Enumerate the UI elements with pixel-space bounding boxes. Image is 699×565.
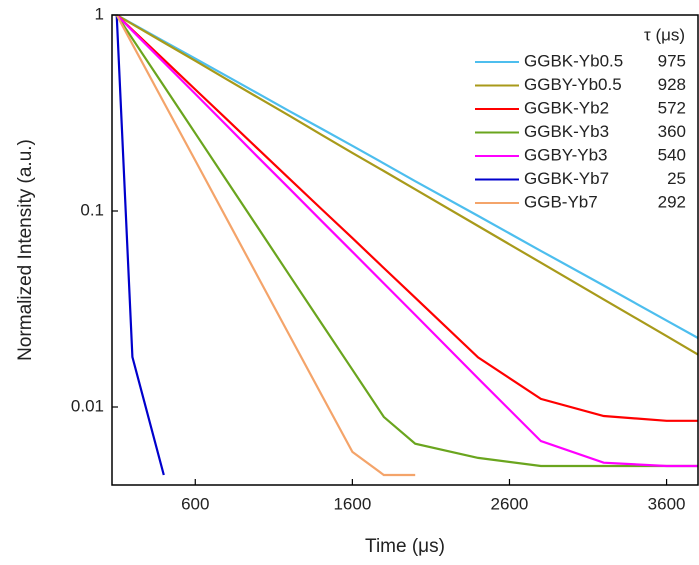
legend-label: GGBK-Yb0.5	[524, 51, 623, 70]
series-line	[116, 15, 699, 339]
legend-label: GGB-Yb7	[524, 192, 598, 211]
series-line	[115, 15, 416, 477]
plot-frame	[111, 14, 699, 486]
x-tick-label: 1600	[333, 494, 371, 513]
legend-label: GGBK-Yb7	[524, 169, 609, 188]
y-tick-label: 1	[95, 4, 104, 23]
legend-label: GGBK-Yb2	[524, 98, 609, 117]
legend-tau: 540	[658, 145, 686, 164]
plot-area	[115, 15, 699, 477]
y-tick-label: 0.1	[80, 200, 104, 219]
x-tick-label: 600	[181, 494, 209, 513]
series-line	[116, 15, 699, 356]
series-line	[115, 15, 698, 422]
legend-tau: 928	[658, 75, 686, 94]
legend-header: τ (μs)	[644, 25, 685, 44]
x-tick-label: 3600	[648, 494, 686, 513]
x-tick-label: 2600	[491, 494, 529, 513]
legend-tau: 572	[658, 98, 686, 117]
y-tick-label: 0.01	[71, 396, 104, 415]
x-axis-title: Time (μs)	[365, 536, 445, 557]
series-line	[115, 15, 165, 476]
legend-label: GGBY-Yb3	[524, 145, 607, 164]
legend-tau: 360	[658, 122, 686, 141]
series-line	[115, 15, 698, 468]
series-line	[115, 15, 698, 468]
legend-tau: 292	[658, 192, 686, 211]
legend-label: GGBY-Yb0.5	[524, 75, 622, 94]
legend-label: GGBK-Yb3	[524, 122, 609, 141]
legend-tau: 25	[667, 169, 686, 188]
y-axis-title: Normalized Intensity (a.u.)	[15, 139, 36, 361]
legend-tau: 975	[658, 51, 686, 70]
